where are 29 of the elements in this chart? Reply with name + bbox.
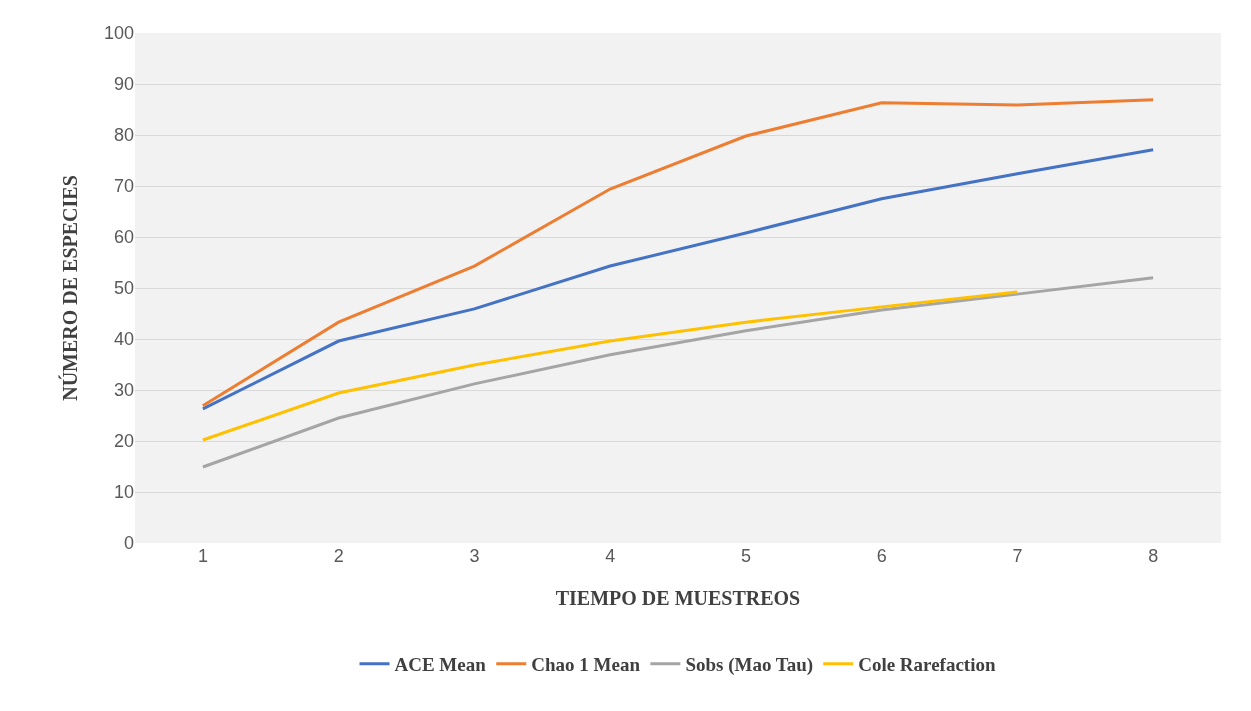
y-tick-label: 20 (113, 431, 134, 452)
line-series (201, 98, 1155, 408)
y-tick-label: 100 (103, 23, 134, 44)
y-tick-label: 80 (113, 125, 134, 146)
line-series (201, 290, 1019, 442)
x-tick-label: 8 (1148, 546, 1159, 566)
x-tick-label: 5 (740, 546, 751, 566)
y-tick-label: 10 (113, 482, 134, 503)
x-axis-title: TIEMPO DE MUESTREOS (555, 586, 801, 609)
y-tick-label: 70 (113, 176, 134, 197)
y-tick-label: 0 (123, 533, 134, 554)
x-tick-label: 4 (605, 546, 616, 566)
x-tick-label: 3 (469, 546, 480, 566)
line-series (201, 276, 1155, 469)
legend-label: Cole Rarefaction (858, 654, 996, 676)
legend-label: Chao 1 Mean (531, 654, 641, 676)
legend-label: Sobs (Mao Tau) (685, 654, 814, 677)
line-series (201, 148, 1155, 411)
x-tick-label: 6 (876, 546, 887, 566)
legend-label: ACE Mean (394, 654, 487, 676)
y-tick-label: 60 (113, 227, 134, 248)
x-tick-label: 2 (333, 546, 344, 566)
y-tick-label: 50 (113, 278, 134, 299)
y-tick-label: 40 (113, 329, 134, 350)
x-tick-label: 1 (197, 546, 208, 566)
y-axis-title: NÚMERO DE ESPECIES (58, 175, 82, 401)
y-tick-label: 90 (113, 74, 134, 95)
x-tick-label: 7 (1012, 546, 1023, 566)
y-tick-label: 30 (113, 380, 134, 401)
